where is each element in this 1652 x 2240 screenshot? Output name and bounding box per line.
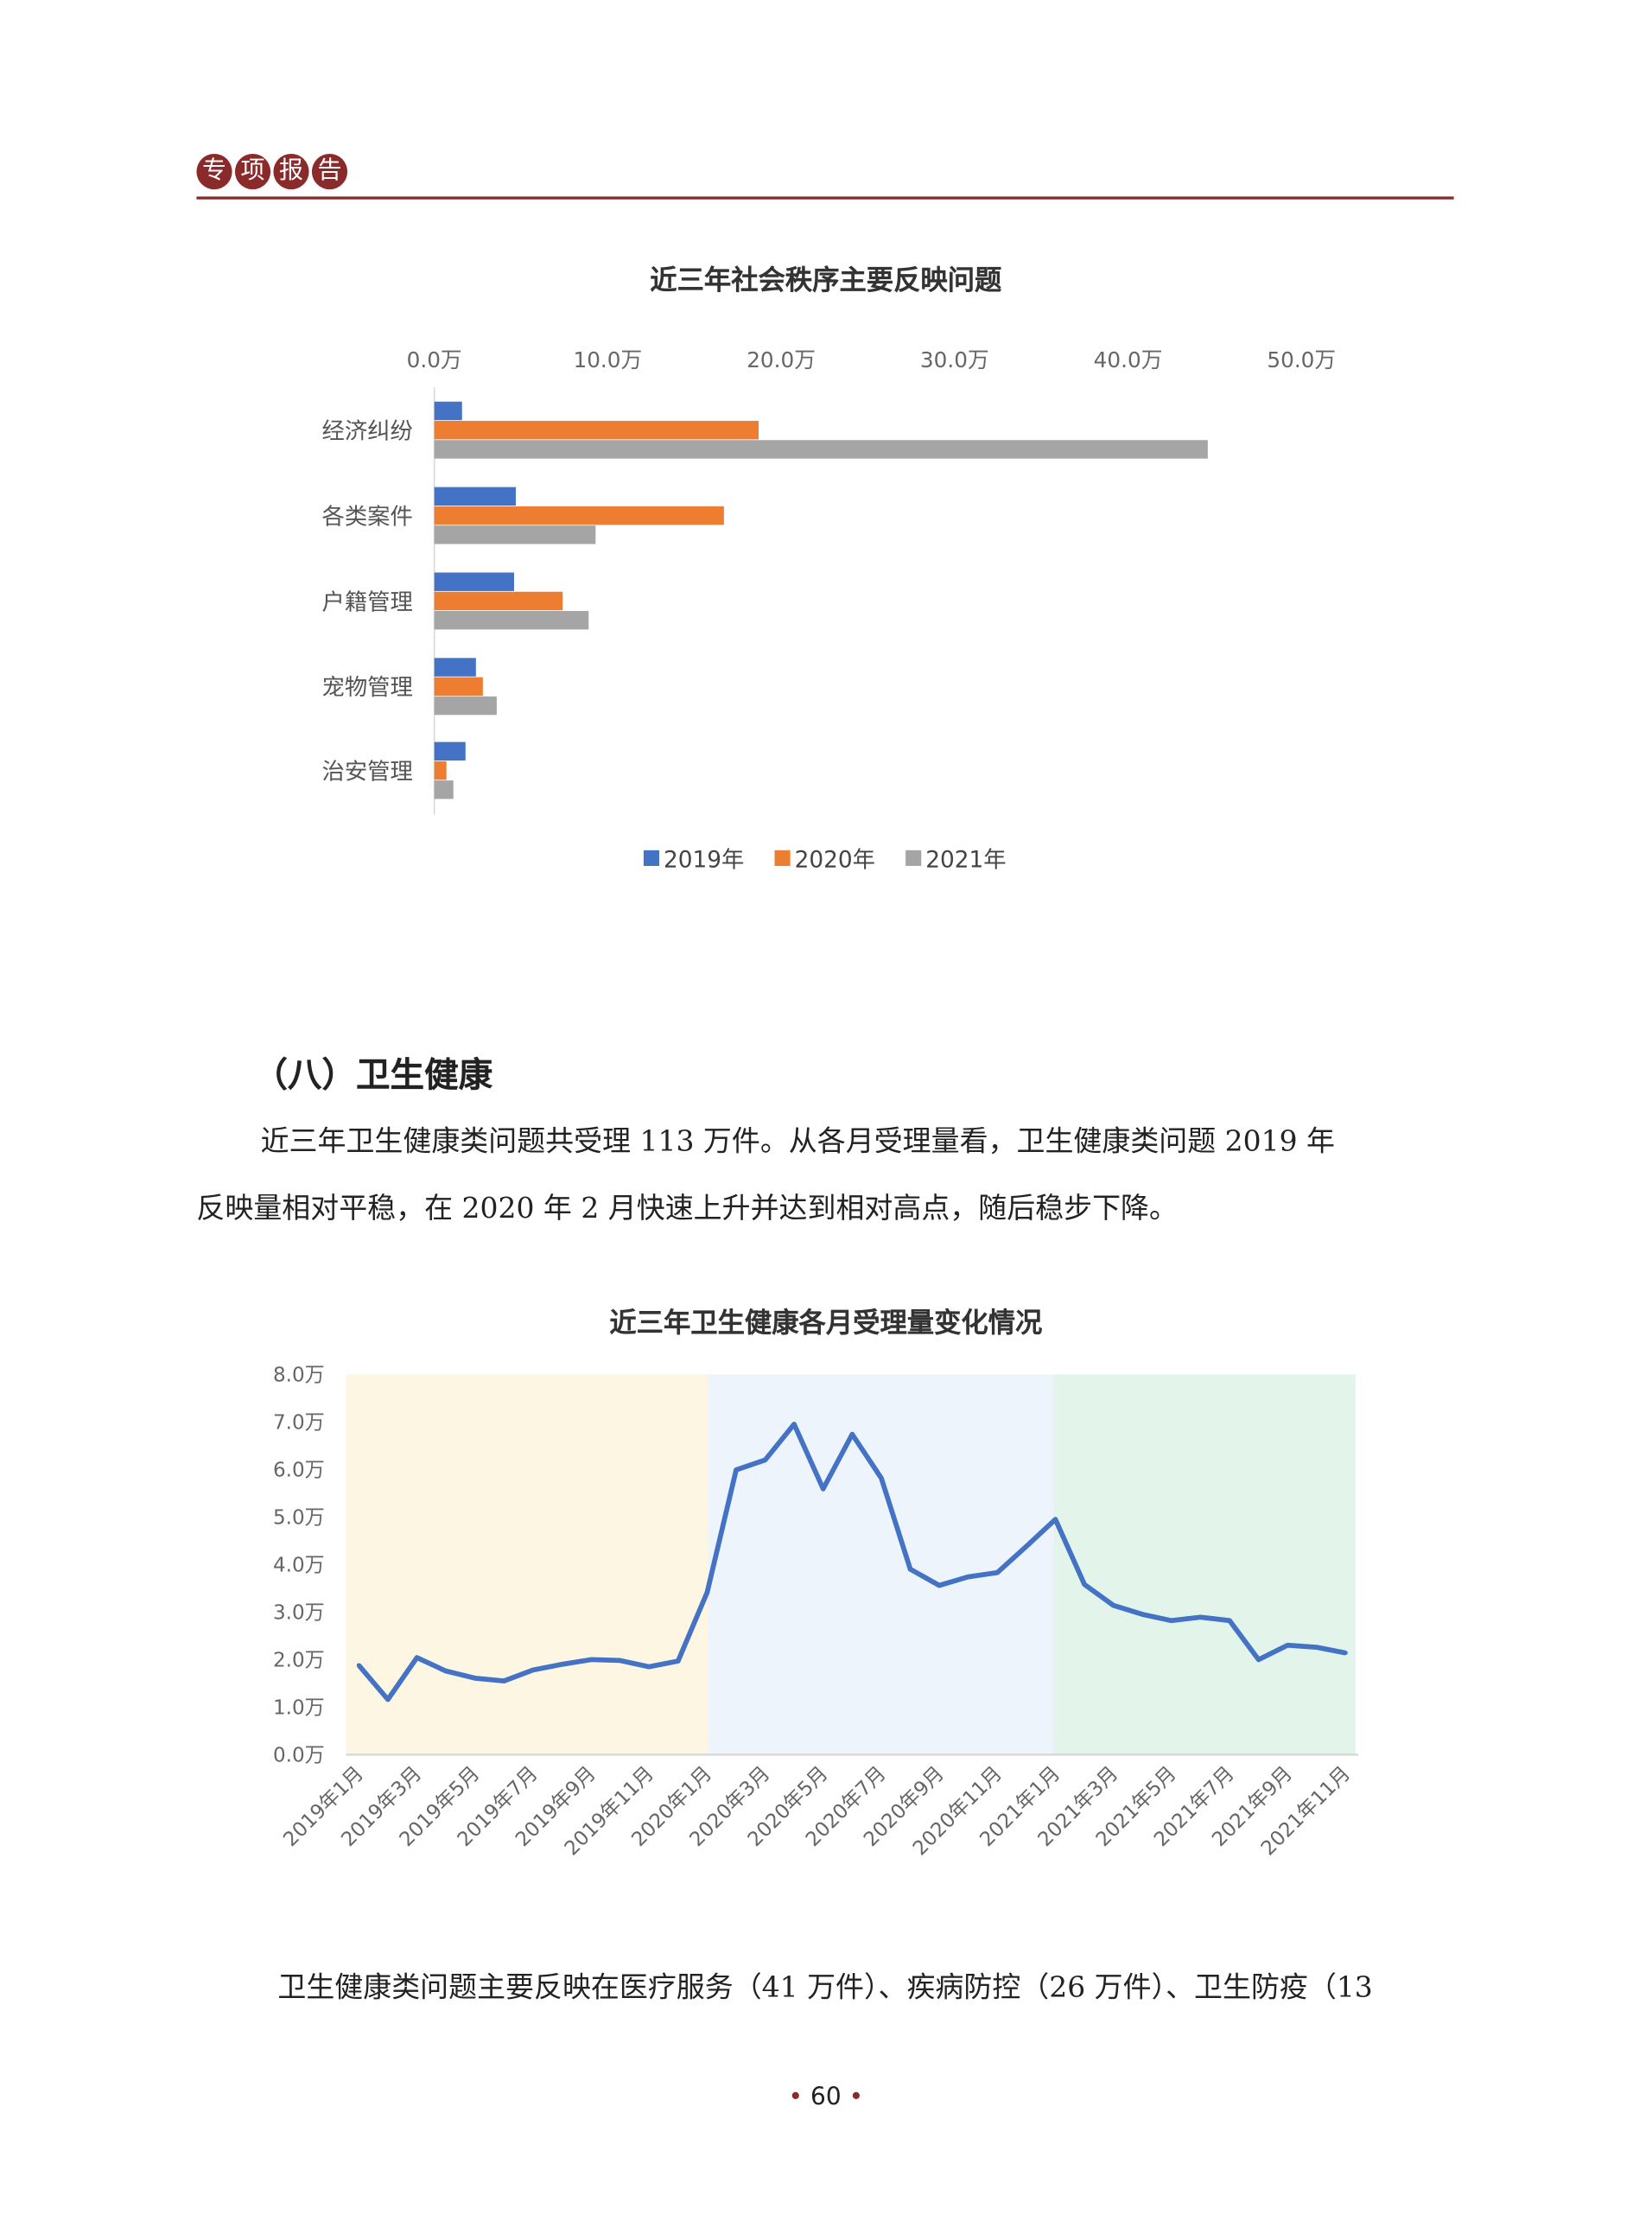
data-point xyxy=(501,1678,506,1683)
category-label: 治安管理 xyxy=(321,759,412,785)
data-point xyxy=(966,1575,971,1580)
y-tick-label: 8.0万 xyxy=(273,1365,325,1387)
bar-2021年 xyxy=(434,780,454,799)
bar-2021年 xyxy=(434,440,1208,459)
data-point xyxy=(415,1655,419,1660)
background-band-2020 xyxy=(708,1374,1054,1755)
legend-swatch xyxy=(905,850,922,866)
data-point xyxy=(849,1432,855,1437)
data-point xyxy=(1140,1612,1145,1617)
data-point xyxy=(791,1422,797,1427)
line-chart: 0.0万1.0万2.0万3.0万4.0万5.0万6.0万7.0万8.0万2019… xyxy=(273,1365,1359,1861)
x-tick-label: 10.0万 xyxy=(573,347,642,372)
category-label: 经济纠纷 xyxy=(321,419,412,445)
data-point xyxy=(1285,1643,1290,1648)
y-tick-label: 6.0万 xyxy=(273,1460,325,1482)
y-tick-label: 3.0万 xyxy=(273,1602,325,1625)
data-point xyxy=(676,1658,681,1664)
data-point xyxy=(734,1467,739,1473)
legend-swatch xyxy=(643,850,660,866)
data-point xyxy=(1343,1651,1348,1656)
data-point xyxy=(879,1475,884,1480)
data-point xyxy=(1111,1603,1116,1608)
bar-2019年 xyxy=(434,572,514,591)
legend-label: 2021年 xyxy=(925,848,1006,874)
paragraph-line: 反映量相对平稳，在 2020 年 2 月快速上升并达到相对高点，随后稳步下降。 xyxy=(196,1190,1178,1225)
line-chart-title: 近三年卫生健康各月受理量变化情况 xyxy=(609,1307,1043,1340)
category-label: 户籍管理 xyxy=(321,589,412,615)
y-tick-label: 0.0万 xyxy=(273,1745,325,1767)
category-label: 宠物管理 xyxy=(321,675,412,701)
data-point xyxy=(763,1457,768,1462)
background-band-2021 xyxy=(1053,1374,1356,1755)
x-tick-label: 20.0万 xyxy=(747,347,816,372)
bar-2019年 xyxy=(434,487,516,506)
header-badge: 告 xyxy=(311,153,348,190)
data-point xyxy=(1227,1618,1232,1623)
y-tick-label: 2.0万 xyxy=(273,1650,325,1672)
bar-2021年 xyxy=(434,610,589,630)
header-badge: 报 xyxy=(273,153,309,190)
y-tick-label: 1.0万 xyxy=(273,1697,325,1720)
bar-2020年 xyxy=(434,506,724,525)
data-point xyxy=(443,1669,448,1674)
bullet-icon: • xyxy=(848,2084,864,2112)
bar-2021年 xyxy=(434,525,596,544)
y-tick-label: 5.0万 xyxy=(273,1507,325,1530)
bar-chart: 0.0万 10.0万 20.0万 30.0万 40.0万 50.0万经济纠纷各类案件户籍管… xyxy=(321,347,1336,874)
header-badge: 专 xyxy=(196,153,232,190)
data-point xyxy=(1314,1645,1319,1650)
page-footer: • 60 • xyxy=(0,2084,1652,2112)
section-heading: （八）卫生健康 xyxy=(253,1055,493,1096)
bar-2019年 xyxy=(434,658,476,677)
bar-2019年 xyxy=(434,401,462,421)
y-tick-label: 4.0万 xyxy=(273,1555,325,1577)
data-point xyxy=(1052,1517,1058,1522)
category-label: 各类案件 xyxy=(321,504,412,530)
data-point xyxy=(1198,1614,1203,1620)
data-point xyxy=(821,1486,826,1492)
y-tick-label: 7.0万 xyxy=(273,1412,325,1435)
legend-label: 2020年 xyxy=(795,848,875,874)
data-point xyxy=(588,1657,594,1662)
header-badge: 项 xyxy=(234,153,271,190)
paragraph-line: 卫生健康类问题主要反映在医疗服务（41 万件）、疾病防控（26 万件）、卫生防疫… xyxy=(277,1970,1373,2004)
x-tick-label: 40.0万 xyxy=(1094,347,1163,372)
data-point xyxy=(1256,1657,1261,1662)
legend-swatch xyxy=(774,850,791,866)
bar-2020年 xyxy=(434,760,447,780)
data-point xyxy=(646,1664,651,1670)
x-tick-label: 30.0万 xyxy=(920,347,989,372)
bar-2021年 xyxy=(434,696,497,716)
data-point xyxy=(1024,1543,1029,1549)
data-point xyxy=(1169,1618,1174,1623)
bar-2020年 xyxy=(434,677,483,697)
data-point xyxy=(908,1567,912,1572)
data-point xyxy=(618,1658,623,1663)
background-band-2019 xyxy=(346,1374,708,1755)
paragraph-line: 近三年卫生健康类问题共受理 113 万件。从各月受理量看，卫生健康类问题 201… xyxy=(260,1123,1336,1158)
bullet-icon: • xyxy=(788,2084,804,2112)
bar-chart-title: 近三年社会秩序主要反映问题 xyxy=(650,264,1002,296)
data-point xyxy=(937,1583,942,1588)
bar-2020年 xyxy=(434,591,563,611)
data-point xyxy=(473,1676,478,1681)
data-point xyxy=(994,1570,1000,1575)
legend-label: 2019年 xyxy=(664,848,744,874)
header-rule xyxy=(196,196,1454,200)
data-point xyxy=(385,1697,391,1702)
page-number: 60 xyxy=(810,2084,842,2112)
x-tick-label: 0.0万 xyxy=(407,347,462,372)
x-tick-label: 50.0万 xyxy=(1267,347,1336,372)
data-point xyxy=(1082,1581,1087,1587)
data-point xyxy=(356,1663,361,1668)
data-point xyxy=(531,1667,536,1672)
data-point xyxy=(704,1590,709,1595)
data-point xyxy=(559,1662,564,1667)
bar-2020年 xyxy=(434,420,759,440)
bar-2019年 xyxy=(434,741,466,761)
